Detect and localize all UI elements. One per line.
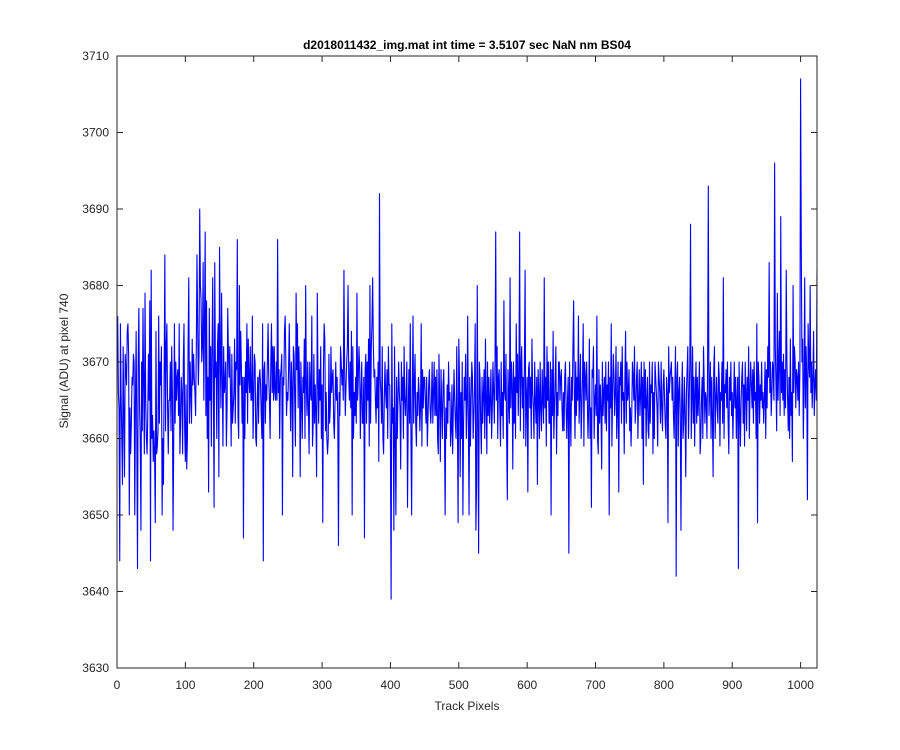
y-axis-label: Signal (ADU) at pixel 740 [57,293,71,428]
x-axis-label: Track Pixels [435,699,500,713]
x-tick-label: 900 [722,678,742,692]
x-tick-label: 200 [244,678,264,692]
x-tick-label: 500 [449,678,469,692]
y-tick-label: 3630 [82,661,109,675]
x-tick-label: 400 [380,678,400,692]
x-tick-label: 800 [654,678,674,692]
y-tick-label: 3650 [82,508,109,522]
y-tick-label: 3710 [82,49,109,63]
axes: 0 100 200 300 400 500 600 700 800 900 1000 3630 3640… [82,49,818,692]
y-tick-label: 3640 [82,585,109,599]
x-tick-label: 600 [517,678,537,692]
y-tick-label: 3680 [82,279,109,293]
x-tick-label: 100 [175,678,195,692]
plot-area [117,56,817,668]
y-tick-label: 3700 [82,126,109,140]
y-tick-label: 3670 [82,355,109,369]
chart-title: d2018011432_img.mat int time = 3.5107 se… [303,38,631,52]
series-line-1 [117,78,817,600]
y-tick-label: 3660 [82,432,109,446]
x-tick-label: 0 [114,678,121,692]
x-tick-label: 300 [312,678,332,692]
x-tick-label: 1000 [787,678,814,692]
y-tick-label: 3690 [82,202,109,216]
x-tick-label: 700 [586,678,606,692]
